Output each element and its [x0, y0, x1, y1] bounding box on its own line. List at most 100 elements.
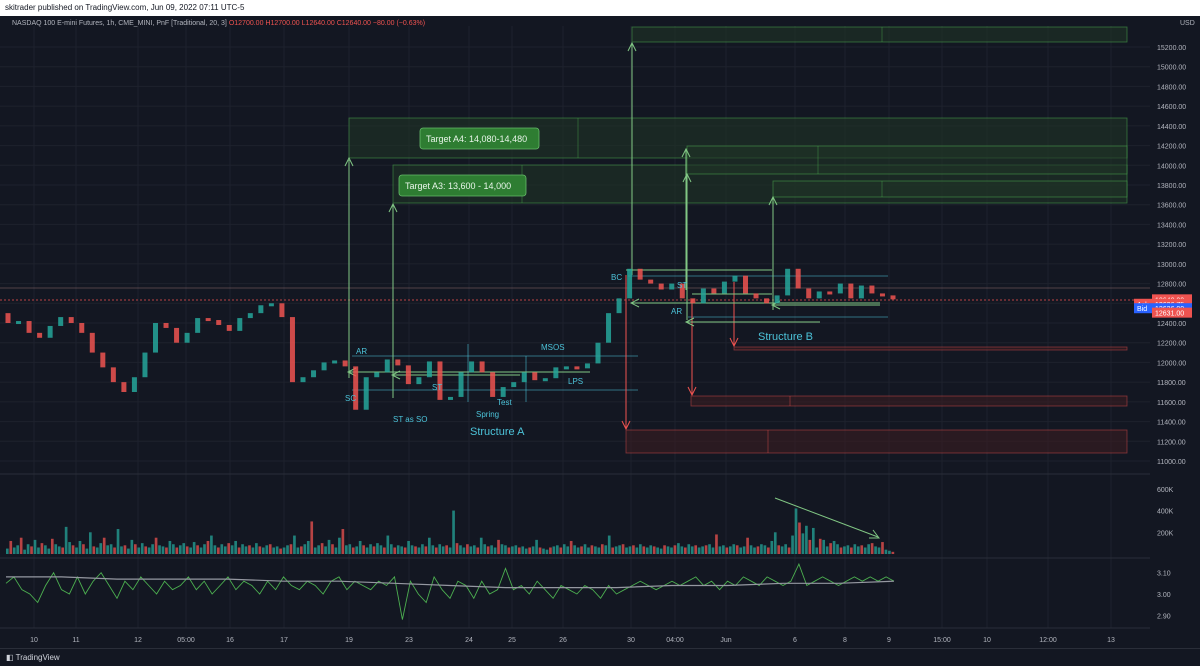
pnf-column: [458, 372, 464, 397]
volume-bar: [434, 547, 438, 554]
volume-bar: [822, 539, 826, 554]
volume-bar: [683, 547, 687, 554]
pnf-column: [174, 327, 180, 343]
volume-bar: [133, 544, 137, 554]
volume-bar: [580, 546, 583, 554]
chart-grid: [0, 26, 1150, 628]
volume-bar: [389, 544, 393, 554]
volume-bar: [811, 527, 815, 554]
volume-bar: [722, 545, 725, 554]
volume-bar: [331, 544, 334, 554]
volume-bar: [583, 544, 587, 554]
volume-bar: [140, 543, 144, 554]
pnf-column: [311, 370, 317, 378]
pnf-column: [774, 295, 780, 304]
volume-bar: [37, 547, 40, 554]
volume-bar: [863, 547, 867, 554]
volume-bar: [182, 543, 186, 554]
volume-bar: [459, 545, 462, 554]
volume-bar: [400, 546, 404, 554]
count-arrows: [344, 41, 778, 398]
pnf-column: [521, 372, 527, 383]
volume-bar: [531, 546, 535, 554]
time-tick: 9: [887, 637, 891, 644]
legend-high: H12700.00: [265, 20, 300, 27]
price-tick: 14600.00: [1157, 104, 1186, 111]
price-tag-low-value: 12631.00: [1155, 311, 1184, 318]
tradingview-logo[interactable]: ◧ TradingView: [6, 649, 60, 666]
volume-bar: [663, 545, 666, 554]
volume-bar: [296, 547, 300, 554]
label-test: Test: [497, 398, 512, 407]
pnf-column: [100, 352, 106, 368]
volume-bar: [739, 547, 742, 554]
volume-bar: [241, 544, 244, 554]
volume-bar: [843, 546, 846, 554]
volume-bar: [756, 546, 760, 554]
volume-bar: [652, 546, 656, 554]
pnf-column: [711, 288, 717, 294]
volume-bar: [282, 547, 286, 554]
volume-bar: [203, 544, 206, 554]
pnf-column: [184, 332, 190, 343]
volume-bar: [690, 546, 694, 554]
volume-bar: [428, 537, 431, 554]
volume-bar: [728, 546, 732, 554]
price-tick: 13000.00: [1157, 262, 1186, 269]
volume-bar: [735, 545, 739, 554]
pnf-column: [679, 283, 685, 299]
volume-bar: [230, 545, 234, 554]
pnf-column: [553, 367, 559, 379]
price-chart[interactable]: 15200.00 15000.00 14800.00 14600.00 14400.00…: [0, 0, 1200, 648]
volume-bar: [445, 545, 448, 554]
pnf-column: [806, 288, 812, 299]
volume-bar: [424, 546, 428, 554]
volume-bar: [40, 543, 44, 554]
volume-bar: [438, 544, 442, 554]
volume-bar: [483, 544, 487, 554]
volume-bar: [604, 545, 608, 554]
volume-bar: [718, 546, 722, 554]
volume-bar: [767, 547, 770, 554]
volume-bar: [462, 547, 466, 554]
pnf-column: [827, 291, 833, 295]
indicator-tick: 3.10: [1157, 571, 1171, 578]
time-tick: 8: [843, 637, 847, 644]
volume-bar: [414, 546, 417, 554]
volume-bar: [732, 544, 736, 554]
pnf-column: [110, 367, 116, 383]
legend-close: C12640.00: [336, 20, 371, 27]
price-tick: 12800.00: [1157, 282, 1186, 289]
time-tick: 12:00: [1039, 637, 1057, 644]
pnf-column: [47, 325, 53, 338]
volume-bar: [791, 535, 794, 554]
volume-bar: [341, 529, 345, 554]
volume-bar: [635, 547, 639, 554]
volume-bar: [327, 539, 331, 554]
volume-bar: [130, 539, 134, 554]
volume-bar: [479, 537, 483, 554]
volume-bar: [801, 533, 805, 554]
volume-bar: [106, 545, 109, 554]
pnf-column: [616, 298, 622, 314]
pnf-column: [637, 268, 643, 280]
pnf-column: [5, 313, 11, 323]
pnf-column: [448, 396, 453, 400]
volume-bar: [421, 544, 424, 554]
pnf-column: [258, 305, 264, 314]
volume-bar: [538, 547, 542, 554]
volume-bar: [102, 537, 106, 554]
pnf-column: [247, 313, 253, 319]
pnf-column: [743, 275, 748, 294]
volume-bar: [358, 540, 362, 554]
volume-bar: [407, 540, 410, 554]
time-tick: 13: [1107, 637, 1115, 644]
volume-bar: [324, 546, 327, 554]
volume-bar: [379, 545, 383, 554]
volume-bar: [590, 545, 594, 554]
volume-bars: 600K 400K 200K: [6, 487, 1174, 554]
volume-bar: [784, 544, 787, 554]
volume-bar: [856, 546, 860, 554]
volume-bar: [268, 544, 272, 554]
